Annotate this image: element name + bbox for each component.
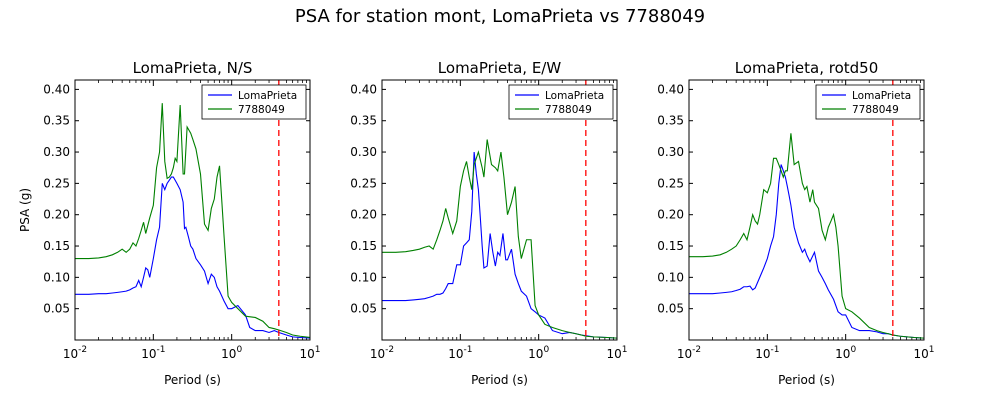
- y-tick-label: 0.40: [43, 82, 70, 96]
- x-tick-label: 100: [835, 345, 856, 361]
- y-tick-label: 0.05: [43, 302, 70, 316]
- y-tick-label: 0.05: [657, 302, 684, 316]
- x-tick-label: 10-1: [755, 345, 779, 361]
- x-tick-label: 100: [221, 345, 242, 361]
- legend-label: LomaPrieta: [238, 90, 297, 102]
- x-tick-label: 10-1: [448, 345, 472, 361]
- legend-box: [508, 84, 614, 120]
- series-line-lomaprieta: [689, 164, 924, 339]
- x-tick-label: 100: [528, 345, 549, 361]
- y-tick-label: 0.15: [43, 239, 70, 253]
- x-tick-label: 10-2: [370, 345, 394, 361]
- y-tick-label: 0.25: [350, 176, 377, 190]
- x-tick-label: 10-2: [63, 345, 87, 361]
- legend-label: LomaPrieta: [545, 90, 604, 102]
- y-axis-label: PSA (g): [18, 188, 32, 232]
- y-tick-label: 0.25: [657, 176, 684, 190]
- series-line-lomaprieta: [382, 151, 617, 339]
- x-axis-label: Period (s): [778, 373, 835, 387]
- x-tick-label: 101: [299, 345, 320, 361]
- axes-frame: [381, 79, 618, 341]
- y-tick-label: 0.20: [350, 208, 377, 222]
- x-axis-label: Period (s): [164, 373, 221, 387]
- legend-label: LomaPrieta: [852, 90, 911, 102]
- legend: LomaPrieta 7788049: [201, 84, 307, 120]
- y-tick-label: 0.30: [350, 145, 377, 159]
- legend-box: [815, 84, 921, 120]
- y-tick-label: 0.35: [657, 114, 684, 128]
- panel-title: LomaPrieta, E/W: [438, 59, 562, 77]
- y-tick-label: 0.30: [657, 145, 684, 159]
- y-tick-label: 0.05: [350, 302, 377, 316]
- y-tick-label: 0.15: [657, 239, 684, 253]
- legend-label: 7788049: [545, 104, 592, 116]
- series-line-7788049: [382, 139, 617, 339]
- y-tick-label: 0.10: [43, 270, 70, 284]
- series-line-7788049: [689, 133, 924, 339]
- legend-label: 7788049: [852, 104, 899, 116]
- y-tick-label: 0.40: [350, 82, 377, 96]
- chart-panel-3: LomaPrieta, rotd50 0.05 0.10 0.15 0.20 0.25 0.…: [657, 59, 934, 387]
- y-tick-label: 0.15: [350, 239, 377, 253]
- legend: LomaPrieta 7788049: [508, 84, 614, 120]
- x-tick-label: 101: [606, 345, 627, 361]
- chart-panel-2: LomaPrieta, E/W 0.05 0.10 0.15 0.20 0.25 0.30 0…: [350, 59, 627, 387]
- y-tick-label: 0.20: [657, 208, 684, 222]
- panels-container: LomaPrieta, N/S 0.05 0.10 0.15 0.20 0.25 0.30 0…: [18, 59, 935, 387]
- series-line-7788049: [75, 103, 310, 339]
- legend-box: [201, 84, 307, 120]
- legend-label: 7788049: [238, 104, 285, 116]
- series-line-lomaprieta: [75, 176, 310, 339]
- panel-title: LomaPrieta, N/S: [133, 59, 253, 77]
- chart-panel-1: LomaPrieta, N/S 0.05 0.10 0.15 0.20 0.25 0.30 0…: [18, 59, 321, 387]
- y-tick-label: 0.30: [43, 145, 70, 159]
- x-tick-label: 10-1: [141, 345, 165, 361]
- axes-frame: [688, 79, 925, 341]
- x-tick-label: 10-2: [677, 345, 701, 361]
- x-tick-label: 101: [913, 345, 934, 361]
- panel-title: LomaPrieta, rotd50: [735, 59, 879, 77]
- x-axis-label: Period (s): [471, 373, 528, 387]
- y-tick-label: 0.10: [350, 270, 377, 284]
- y-tick-label: 0.35: [350, 114, 377, 128]
- figure-title: PSA for station mont, LomaPrieta vs 7788…: [295, 6, 705, 27]
- axes-frame: [74, 79, 311, 341]
- y-tick-label: 0.40: [657, 82, 684, 96]
- y-tick-label: 0.10: [657, 270, 684, 284]
- legend: LomaPrieta 7788049: [815, 84, 921, 120]
- y-tick-label: 0.35: [43, 114, 70, 128]
- y-tick-label: 0.20: [43, 208, 70, 222]
- y-tick-label: 0.25: [43, 176, 70, 190]
